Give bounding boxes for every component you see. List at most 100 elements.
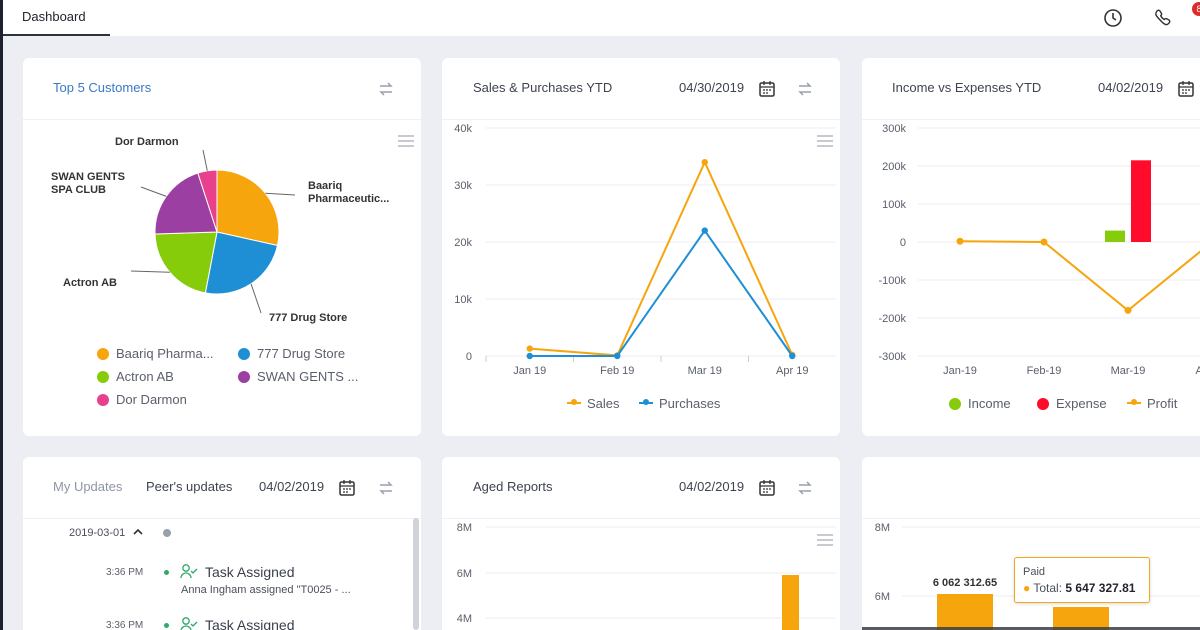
- timeline-dot: [163, 529, 171, 537]
- scrollbar[interactable]: [413, 518, 419, 630]
- x-tick-label: Jan 19: [513, 365, 546, 377]
- refresh-icon[interactable]: [795, 79, 815, 99]
- data-point: [526, 352, 533, 360]
- chart-menu-icon[interactable]: [816, 533, 834, 547]
- update-title[interactable]: Task Assigned: [205, 617, 295, 630]
- chart-scroll-overlay: [862, 627, 1200, 630]
- aged-reports-card: Aged Reports 04/02/2019 8M 6M 4M: [442, 457, 840, 630]
- pie-slice: [154, 172, 218, 235]
- y-tick-label: 30k: [454, 180, 472, 192]
- pie-connector: [202, 149, 208, 171]
- y-tick-label: 200k: [882, 161, 906, 173]
- legend-item[interactable]: Income: [949, 396, 1011, 411]
- refresh-icon[interactable]: [376, 79, 396, 99]
- calendar-icon[interactable]: [337, 478, 357, 498]
- series-line: [529, 228, 794, 357]
- legend-item[interactable]: Expense: [1037, 396, 1107, 411]
- update-time: 3:36 PM: [106, 620, 144, 630]
- top-bar: Dashboard 8: [0, 0, 1200, 36]
- pie-slice: [216, 169, 280, 247]
- pie-connector: [130, 270, 170, 273]
- date-field[interactable]: 04/02/2019: [679, 479, 745, 494]
- legend-item[interactable]: Purchases: [639, 396, 720, 411]
- tooltip-row: ● Total: 5 647 327.81: [1023, 581, 1136, 595]
- sales-purchases-line-chart: 40k 30k 20k 10k 0 Jan 19 Feb 19 Mar 19 Apr 19: [454, 123, 836, 377]
- calendar-icon[interactable]: [757, 478, 777, 498]
- pie-slice: [154, 231, 218, 294]
- pie-connector: [140, 186, 167, 197]
- bar: [1053, 607, 1109, 630]
- card-header: My Updates Peer's updates 04/02/2019: [23, 457, 421, 519]
- data-point: [526, 345, 533, 352]
- tab-dashboard[interactable]: Dashboard: [3, 0, 110, 36]
- legend-item[interactable]: 777 Drug Store: [238, 346, 345, 361]
- left-rail: [0, 36, 3, 630]
- top-customers-card: Top 5 Customers Baariq Pharmaceutic... 777…: [23, 58, 421, 436]
- legend-item[interactable]: Dor Darmon: [97, 392, 187, 407]
- chevron-up-icon[interactable]: [133, 527, 143, 537]
- legend-item[interactable]: SWAN GENTS ...: [238, 369, 358, 384]
- y-tick-label: 40k: [454, 123, 472, 135]
- x-tick-label: Feb 19: [600, 365, 634, 377]
- income-expenses-card: Income vs Expenses YTD 04/02/2019 300k 20…: [862, 58, 1200, 436]
- pie-slice: [204, 231, 279, 295]
- legend-item[interactable]: Sales: [567, 396, 620, 411]
- update-description: Anna Ingham assigned "T0025 - ...: [181, 584, 351, 596]
- bar: [1105, 230, 1125, 242]
- phone-icon[interactable]: [1149, 5, 1175, 31]
- legend-item[interactable]: Actron AB: [97, 369, 174, 384]
- card-header: Top 5 Customers: [23, 58, 421, 120]
- y-tick-label: 100k: [882, 199, 906, 211]
- calendar-icon[interactable]: [1176, 79, 1196, 99]
- y-tick-label: 8M: [457, 522, 472, 534]
- clock-icon[interactable]: [1100, 5, 1126, 31]
- calendar-icon[interactable]: [757, 79, 777, 99]
- customers-pie-chart: Baariq Pharmaceutic... 777 Drug Store Actro…: [51, 136, 389, 324]
- pie-label: Actron AB: [63, 277, 117, 289]
- refresh-icon[interactable]: [795, 478, 815, 498]
- user-check-icon: [180, 617, 198, 630]
- chart-menu-icon[interactable]: [397, 134, 415, 148]
- x-tick-label: Feb-19: [1027, 365, 1062, 377]
- data-point: [956, 237, 964, 245]
- pie-connector: [265, 192, 296, 196]
- payments-chart: 8M 6M 6 062 312.65: [862, 522, 1200, 630]
- y-tick-label: 20k: [454, 237, 472, 249]
- tab-peers-updates[interactable]: Peer's updates: [146, 479, 233, 494]
- x-tick-label: Mar 19: [688, 365, 722, 377]
- y-tick-label: 6M: [875, 591, 890, 603]
- data-point: [789, 352, 796, 360]
- chart-menu-icon[interactable]: [816, 134, 834, 148]
- card-title: Aged Reports: [473, 479, 553, 494]
- user-check-icon: [180, 564, 198, 579]
- legend-item[interactable]: Profit: [1127, 396, 1177, 411]
- pie-slice: [197, 169, 218, 233]
- update-group-date: 2019-03-01: [69, 527, 126, 539]
- status-dot: [164, 570, 169, 575]
- bar: [1131, 160, 1151, 242]
- update-title[interactable]: Task Assigned: [205, 564, 295, 580]
- y-tick-label: 6M: [457, 568, 472, 580]
- date-field[interactable]: 04/02/2019: [1098, 80, 1164, 95]
- aged-reports-chart: 8M 6M 4M: [457, 522, 836, 630]
- date-field[interactable]: 04/30/2019: [679, 80, 745, 95]
- tooltip-series: Paid: [1023, 566, 1046, 578]
- bar: [937, 594, 993, 630]
- bar: [782, 575, 799, 630]
- y-tick-label: 8M: [875, 522, 890, 534]
- card-header: Sales & Purchases YTD 04/30/2019: [442, 58, 840, 120]
- card-title[interactable]: Top 5 Customers: [53, 80, 152, 95]
- y-tick-label: 0: [466, 351, 472, 363]
- chart-tooltip: Paid ● Total: 5 647 327.81: [1014, 557, 1150, 603]
- notification-badge[interactable]: 8: [1192, 2, 1200, 16]
- refresh-icon[interactable]: [376, 478, 396, 498]
- card-title: Sales & Purchases YTD: [473, 80, 613, 95]
- data-point: [701, 159, 708, 166]
- tab-my-updates[interactable]: My Updates: [53, 479, 123, 494]
- pie-label: SWAN GENTS SPA CLUB: [51, 171, 125, 196]
- date-field[interactable]: 04/02/2019: [259, 479, 325, 494]
- legend-item[interactable]: Baariq Pharma...: [97, 346, 214, 361]
- updates-card: My Updates Peer's updates 04/02/2019: [23, 457, 421, 630]
- card-header: Income vs Expenses YTD 04/02/2019: [862, 58, 1200, 120]
- data-label: 6 062 312.65: [933, 577, 997, 589]
